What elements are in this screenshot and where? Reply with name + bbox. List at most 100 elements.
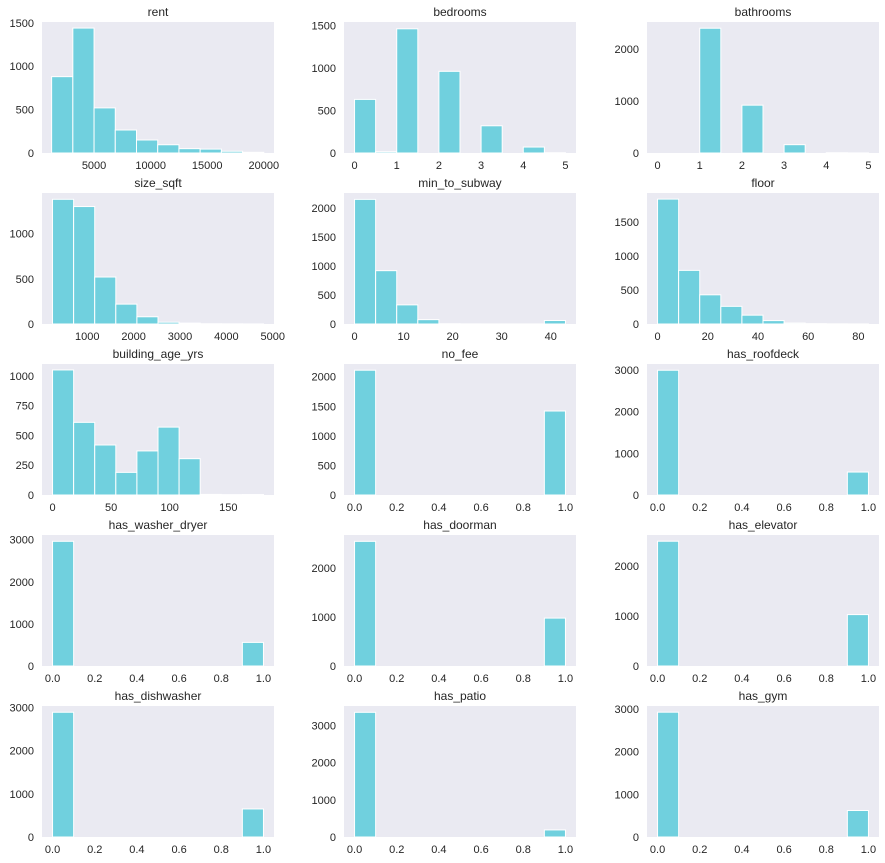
subplot-has-elevator: has_elevator 0.0 0.2 0.4 0.6 0.8 1.0 0 1000 2000 xyxy=(615,518,879,685)
histogram-bar xyxy=(459,323,482,325)
y-tick-label: 500 xyxy=(16,430,34,442)
subplot-has-doorman: has_doorman 0.0 0.2 0.4 0.6 0.8 1.0 0 1000 2000 xyxy=(312,518,576,685)
subplot-size-sqft: size_sqft 1000 2000 3000 4000 5000 0 500 1000 xyxy=(10,176,285,343)
histogram-bar xyxy=(699,294,722,325)
subplot-title: building_age_yrs xyxy=(113,347,204,361)
subplot-title: has_doorman xyxy=(423,518,496,532)
subplot-title: bedrooms xyxy=(433,5,486,19)
x-tick-label: 5 xyxy=(865,160,871,172)
histogram-bar xyxy=(678,269,701,325)
y-tick-label: 1000 xyxy=(10,619,34,631)
x-tick-label: 0.0 xyxy=(45,844,60,856)
x-tick-label: 0.8 xyxy=(819,673,834,685)
x-tick-label: 0.2 xyxy=(692,673,707,685)
x-tick-label: 0.4 xyxy=(734,502,749,514)
x-tick-label: 3 xyxy=(781,160,787,172)
x-tick-label: 0.0 xyxy=(347,844,362,856)
histogram-bar xyxy=(846,810,869,838)
histogram-bar xyxy=(543,152,566,154)
y-tick-label: 0 xyxy=(633,319,639,331)
x-tick-label: 1.0 xyxy=(558,673,573,685)
histogram-bar xyxy=(220,150,244,154)
y-tick-label: 0 xyxy=(28,319,34,331)
x-tick-label: 0.6 xyxy=(776,502,791,514)
histogram-bar xyxy=(51,76,74,154)
histogram-bar xyxy=(52,540,75,667)
histogram-bar xyxy=(699,27,722,154)
subplot-title: min_to_subway xyxy=(418,176,501,190)
y-tick-label: 0 xyxy=(330,490,336,502)
histogram-bar xyxy=(657,369,680,496)
subplot-has-dishwasher: has_dishwasher 0.0 0.2 0.4 0.6 0.8 1.0 0 1000 200… xyxy=(10,689,274,856)
y-tick-label: 1500 xyxy=(312,20,336,32)
subplot-min-to-subway: min_to_subway 0 10 20 30 40 0 500 1000 1500 2000 xyxy=(312,176,576,343)
y-tick-label: 2000 xyxy=(312,372,336,384)
y-tick-label: 0 xyxy=(633,661,639,673)
subplot-title: size_sqft xyxy=(134,176,182,190)
histogram-bar xyxy=(543,320,566,325)
y-tick-label: 0 xyxy=(633,490,639,502)
y-tick-label: 500 xyxy=(318,460,336,472)
histogram-bar xyxy=(178,148,201,154)
x-tick-label: 0.2 xyxy=(389,673,404,685)
y-tick-label: 0 xyxy=(330,661,336,673)
y-tick-label: 1000 xyxy=(312,795,336,807)
y-tick-label: 0 xyxy=(330,148,336,160)
histogram-bar xyxy=(114,129,137,154)
histogram-bar xyxy=(354,711,377,838)
histogram-bar xyxy=(178,322,201,325)
x-tick-label: 0.6 xyxy=(171,844,186,856)
x-tick-label: 0.4 xyxy=(129,673,144,685)
y-tick-label: 1000 xyxy=(615,96,639,108)
y-tick-label: 1500 xyxy=(10,18,34,30)
y-tick-label: 1500 xyxy=(312,232,336,244)
x-tick-label: 0.4 xyxy=(129,844,144,856)
x-tick-label: 0 xyxy=(654,331,660,343)
x-tick-label: 0 xyxy=(351,160,357,172)
histogram-bar xyxy=(438,70,461,154)
histogram-bar xyxy=(115,471,138,496)
y-tick-label: 0 xyxy=(28,832,34,844)
y-tick-label: 1000 xyxy=(615,251,639,263)
x-tick-label: 2 xyxy=(739,160,745,172)
histogram-bar xyxy=(199,148,222,154)
x-tick-label: 0.0 xyxy=(45,673,60,685)
x-tick-label: 0.8 xyxy=(819,844,834,856)
x-tick-label: 10000 xyxy=(135,160,166,172)
axes-background xyxy=(647,535,879,666)
histogram-bar xyxy=(741,104,764,154)
histogram-bar xyxy=(720,305,743,325)
x-tick-label: 0.8 xyxy=(819,502,834,514)
histogram-bar xyxy=(804,323,827,325)
x-tick-label: 2 xyxy=(436,160,442,172)
histogram-bar xyxy=(220,494,243,496)
histogram-bar xyxy=(480,323,503,325)
x-tick-label: 0 xyxy=(654,160,660,172)
histogram-bar xyxy=(417,319,440,325)
x-tick-label: 0.2 xyxy=(389,502,404,514)
y-tick-label: 0 xyxy=(28,661,34,673)
histogram-bar xyxy=(375,151,398,154)
histogram-bar xyxy=(354,198,377,325)
y-tick-label: 1500 xyxy=(615,217,639,229)
x-tick-label: 0.8 xyxy=(516,673,531,685)
x-tick-label: 0.6 xyxy=(776,673,791,685)
x-tick-label: 10 xyxy=(397,331,409,343)
x-tick-label: 15000 xyxy=(192,160,223,172)
y-tick-label: 1000 xyxy=(312,612,336,624)
y-tick-label: 1000 xyxy=(10,371,34,383)
y-tick-label: 2000 xyxy=(312,563,336,575)
x-tick-label: 80 xyxy=(852,331,864,343)
y-tick-label: 3000 xyxy=(312,720,336,732)
histogram-bar xyxy=(157,144,180,154)
y-tick-label: 500 xyxy=(318,105,336,117)
histogram-bar xyxy=(115,303,138,325)
histogram-bar xyxy=(73,421,96,496)
x-tick-label: 1 xyxy=(394,160,400,172)
histogram-bar xyxy=(480,125,503,154)
y-tick-label: 2000 xyxy=(10,577,34,589)
x-tick-label: 1.0 xyxy=(861,673,876,685)
histogram-bar xyxy=(825,323,848,325)
subplot-title: floor xyxy=(751,176,774,190)
